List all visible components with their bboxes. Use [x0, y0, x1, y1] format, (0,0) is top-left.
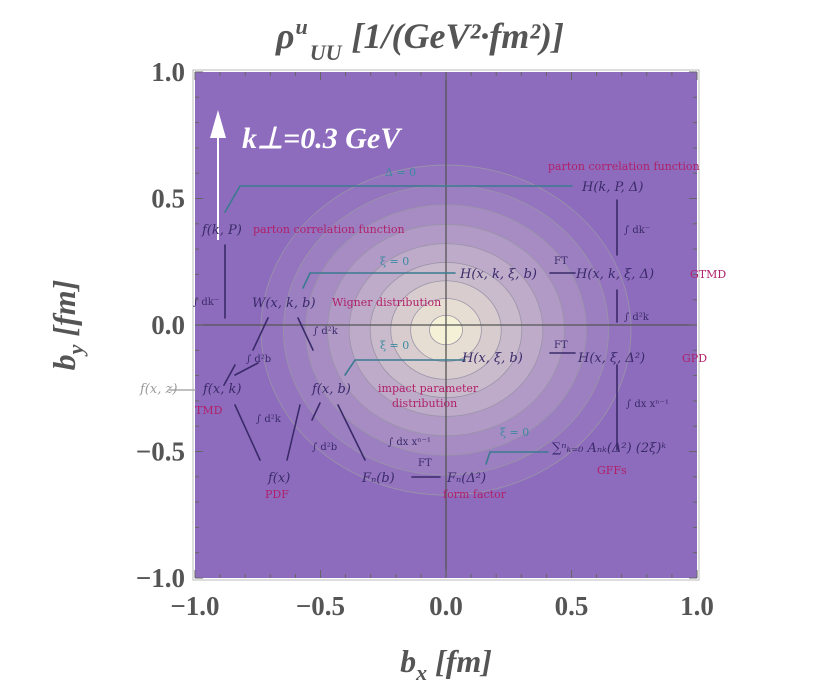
x-tick-label: −1.0 — [170, 591, 219, 621]
x-tick-label: −0.5 — [296, 591, 345, 621]
svg-text:Wigner distribution: Wigner distribution — [332, 296, 441, 309]
y-tick-label: 0.5 — [151, 184, 185, 214]
svg-text:H(x, ξ, b): H(x, ξ, b) — [461, 351, 523, 366]
svg-text:ξ = 0: ξ = 0 — [380, 339, 409, 352]
svg-text:∫ dk⁻: ∫ dk⁻ — [193, 297, 219, 308]
x-tick-label: 0.0 — [429, 591, 463, 621]
x-tick-label: 1.0 — [680, 591, 714, 621]
svg-text:f(x, k): f(x, k) — [202, 382, 241, 397]
x-axis-label: bx [fm] — [400, 643, 492, 685]
svg-text:GPD: GPD — [682, 352, 707, 365]
svg-text:ξ = 0: ξ = 0 — [500, 426, 529, 439]
svg-text:GFFs: GFFs — [597, 464, 627, 477]
svg-text:FT: FT — [554, 340, 568, 351]
svg-text:ξ = 0: ξ = 0 — [380, 255, 409, 268]
svg-text:distribution: distribution — [392, 397, 457, 410]
svg-text:f(k, P): f(k, P) — [201, 223, 242, 238]
svg-text:GTMD: GTMD — [690, 268, 726, 281]
svg-text:parton correlation function: parton correlation function — [253, 223, 405, 236]
svg-text:∑ⁿₖ₌₀ Aₙₖ(Δ²) (2ξ)ᵏ: ∑ⁿₖ₌₀ Aₙₖ(Δ²) (2ξ)ᵏ — [552, 441, 666, 456]
svg-text:H(x, k, ξ, b): H(x, k, ξ, b) — [459, 267, 537, 282]
svg-text:H(x, ξ, Δ²): H(x, ξ, Δ²) — [577, 351, 645, 366]
svg-text:FT: FT — [418, 458, 432, 469]
chart-title: ρuUU [1/(GeV²·fm²)] — [275, 14, 564, 65]
svg-text:PDF: PDF — [265, 488, 289, 501]
svg-text:Fₙ(Δ²): Fₙ(Δ²) — [446, 471, 486, 486]
svg-text:f(x, z): f(x, z) — [139, 382, 177, 397]
arrow-head-icon — [210, 110, 226, 138]
k-perp-annotation: k⊥=0.3 GeV — [242, 122, 403, 155]
plot-frame — [192, 69, 700, 581]
svg-text:∫ dk⁻: ∫ dk⁻ — [624, 225, 650, 236]
svg-text:parton correlation function: parton correlation function — [548, 160, 700, 173]
svg-text:∫ d²k: ∫ d²k — [313, 326, 339, 337]
svg-text:∫ d²b: ∫ d²b — [312, 442, 337, 453]
svg-text:Δ = 0: Δ = 0 — [385, 166, 416, 179]
y-tick-label: 1.0 — [151, 57, 185, 87]
diagram-overlay: Δ = 0 ξ = 0 ξ = 0 ξ = 0 parton correlati… — [139, 160, 726, 501]
y-tick-label: −1.0 — [136, 563, 185, 593]
svg-text:FT: FT — [554, 256, 568, 267]
svg-text:∫ d²k: ∫ d²k — [256, 414, 282, 425]
svg-text:H(k, P, Δ): H(k, P, Δ) — [581, 180, 643, 195]
svg-text:∫ d²b: ∫ d²b — [246, 354, 271, 365]
svg-text:f(x): f(x) — [267, 471, 290, 486]
svg-text:form factor: form factor — [443, 488, 507, 501]
svg-text:H(x, k, ξ, Δ): H(x, k, ξ, Δ) — [575, 267, 654, 282]
y-axis-label: by [fm] — [46, 280, 88, 371]
svg-text:impact parameter: impact parameter — [378, 382, 479, 395]
svg-text:∫ dx xⁿ⁻¹: ∫ dx xⁿ⁻¹ — [388, 437, 431, 448]
x-tick-label: 0.5 — [555, 591, 589, 621]
svg-text:Fₙ(b): Fₙ(b) — [361, 471, 395, 486]
y-tick-label: 0.0 — [151, 310, 185, 340]
svg-text:∫ dx xⁿ⁻¹: ∫ dx xⁿ⁻¹ — [626, 399, 669, 410]
y-tick-label: −0.5 — [136, 437, 185, 467]
svg-text:∫ d²k: ∫ d²k — [624, 312, 650, 323]
svg-text:TMD: TMD — [195, 404, 223, 417]
svg-text:f(x, b): f(x, b) — [311, 382, 351, 397]
svg-text:W(x, k, b): W(x, k, b) — [252, 296, 316, 311]
